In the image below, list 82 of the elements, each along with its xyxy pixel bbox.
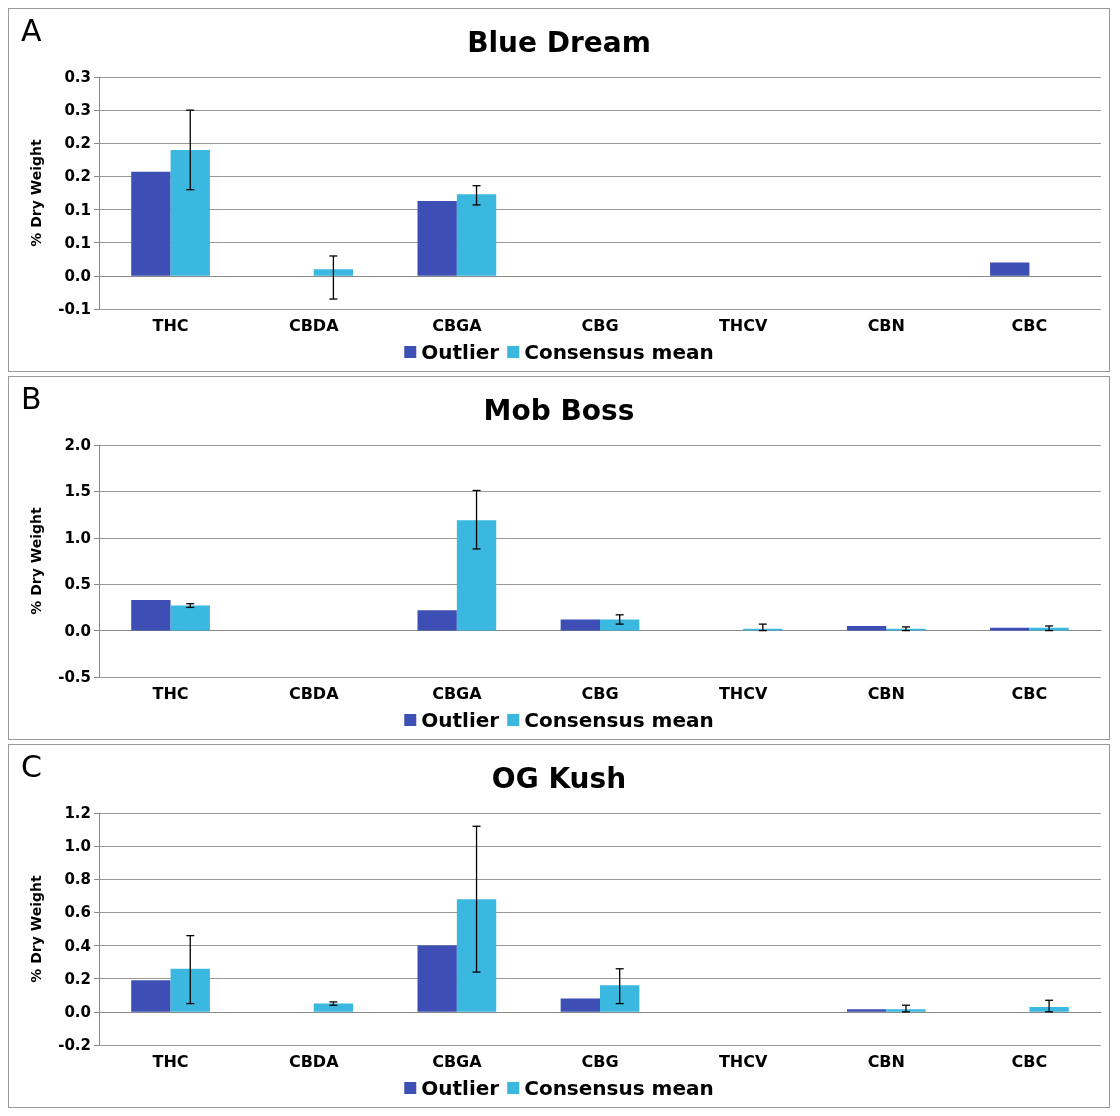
y-tick-label: 1.2 — [64, 804, 91, 822]
bar — [846, 625, 887, 631]
y-tick-label: 0.2 — [64, 969, 91, 988]
x-tick-label: CBDA — [288, 683, 340, 703]
y-tick-label: 0.4 — [64, 936, 91, 955]
chart-title: Blue Dream — [467, 25, 651, 59]
bar — [456, 899, 497, 1012]
y-tick-label: 0.1 — [64, 233, 91, 252]
bar — [560, 619, 600, 631]
x-tick-label: THCV — [718, 1051, 768, 1071]
y-tick-label: 0.2 — [64, 134, 91, 153]
x-tick-label: CBG — [581, 315, 619, 335]
bar — [990, 262, 1030, 276]
bar — [600, 619, 640, 631]
legend-label: Outlier — [421, 708, 500, 732]
x-tick-label: THCV — [718, 683, 768, 703]
x-tick-label: CBGA — [432, 683, 483, 703]
y-tick-label: -0.2 — [58, 1036, 91, 1054]
bar — [456, 194, 497, 276]
bar — [456, 520, 497, 631]
bar — [313, 269, 354, 276]
y-tick-label: 0.0 — [64, 621, 91, 640]
x-tick-label: CBC — [1011, 1051, 1048, 1071]
bar — [560, 998, 600, 1012]
bar — [417, 610, 457, 631]
bar — [1029, 1006, 1069, 1012]
bar — [170, 149, 210, 276]
bar — [600, 985, 640, 1012]
y-axis-title: % Dry Weight — [28, 507, 44, 615]
y-tick-label: 0.3 — [64, 68, 91, 86]
y-tick-label: 0.3 — [64, 101, 91, 120]
bar — [417, 945, 457, 1012]
text: B — [21, 380, 42, 416]
x-tick-label: CBG — [581, 683, 619, 703]
bar — [131, 171, 171, 276]
x-tick-label: CBGA — [432, 1051, 483, 1071]
bar — [846, 1009, 887, 1012]
bar — [131, 599, 171, 631]
x-tick-label: THC — [152, 1051, 189, 1071]
y-tick-label: 1.0 — [64, 528, 91, 547]
legend-label: Consensus mean — [524, 340, 714, 364]
y-tick-label: 1.5 — [64, 482, 91, 501]
legend-label: Outlier — [421, 1076, 500, 1100]
bar — [170, 968, 210, 1012]
x-tick-label: CBN — [867, 1051, 905, 1071]
x-tick-label: THC — [152, 683, 189, 703]
x-tick-label: THC — [152, 315, 189, 335]
x-tick-label: CBDA — [288, 1051, 340, 1071]
y-tick-label: 0.0 — [64, 266, 91, 285]
x-tick-label: THCV — [718, 315, 768, 335]
bar — [417, 200, 457, 276]
x-tick-label: CBG — [581, 1051, 619, 1071]
y-tick-label: 0.6 — [64, 903, 91, 922]
chart-title: OG Kush — [491, 761, 627, 795]
bar — [131, 980, 171, 1012]
bar — [990, 627, 1030, 631]
legend-label: Outlier — [421, 340, 500, 364]
y-axis-title: % Dry Weight — [28, 139, 44, 247]
y-tick-label: 0.5 — [64, 575, 91, 594]
text: A — [21, 12, 42, 48]
bar — [313, 1003, 354, 1012]
chart-title: Mob Boss — [483, 393, 635, 427]
x-tick-label: CBN — [867, 315, 905, 335]
text: C — [21, 748, 42, 784]
y-tick-label: 0.1 — [64, 200, 91, 219]
y-tick-label: -0.1 — [58, 300, 91, 318]
y-axis-title: % Dry Weight — [28, 875, 44, 983]
bar — [170, 605, 210, 631]
y-tick-label: -0.5 — [58, 668, 91, 686]
x-tick-label: CBN — [867, 683, 905, 703]
y-tick-label: 0.8 — [64, 870, 91, 889]
x-tick-label: CBGA — [432, 315, 483, 335]
bar — [1029, 627, 1069, 631]
legend-label: Consensus mean — [524, 1076, 714, 1100]
y-tick-label: 1.0 — [64, 837, 91, 856]
y-tick-label: 0.2 — [64, 167, 91, 186]
legend-label: Consensus mean — [524, 708, 714, 732]
y-tick-label: 2.0 — [64, 436, 91, 454]
x-tick-label: CBDA — [288, 315, 340, 335]
x-tick-label: CBC — [1011, 315, 1048, 335]
x-tick-label: CBC — [1011, 683, 1048, 703]
y-tick-label: 0.0 — [64, 1002, 91, 1021]
